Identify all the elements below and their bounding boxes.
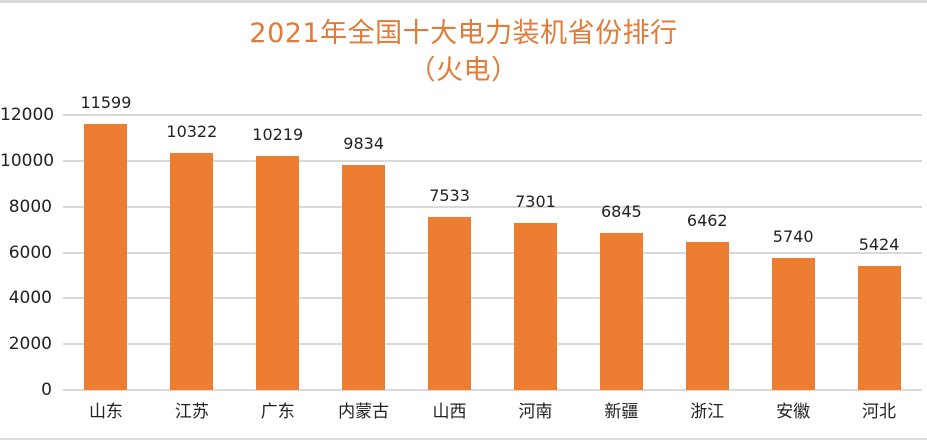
x-category-label: 广东 <box>260 402 295 422</box>
gridline <box>63 114 922 116</box>
data-label: 10322 <box>166 122 218 142</box>
y-tick-label: 4000 <box>8 288 52 309</box>
x-category-label: 内蒙古 <box>338 402 390 422</box>
y-tick-label: 12000 <box>0 105 55 125</box>
bar <box>84 124 128 390</box>
data-label: 5424 <box>858 234 900 254</box>
gridline <box>63 205 922 208</box>
bar <box>428 217 472 390</box>
data-label: 7533 <box>429 186 470 206</box>
chart-subtitle: （火电） <box>408 55 519 86</box>
data-label: 11599 <box>80 93 132 113</box>
y-tick-label: 6000 <box>8 242 52 263</box>
gridline <box>63 389 922 391</box>
data-label: 9834 <box>343 133 384 153</box>
gridline <box>63 343 922 346</box>
top-border <box>0 0 927 3</box>
bar <box>857 265 901 390</box>
x-category-label: 河南 <box>518 402 553 422</box>
bar <box>599 233 643 390</box>
y-tick-label: 8000 <box>8 196 52 217</box>
y-tick-label: 10000 <box>0 150 55 171</box>
x-category-label: 江苏 <box>174 402 209 422</box>
bar <box>170 153 214 390</box>
x-category-label: 山西 <box>432 402 467 422</box>
bar <box>513 222 557 390</box>
gridline <box>63 297 922 300</box>
bar <box>342 164 386 390</box>
gridline <box>63 251 922 254</box>
y-tick-label: 0 <box>41 380 52 400</box>
x-category-label: 安徽 <box>776 402 811 422</box>
x-category-label: 山东 <box>88 402 123 422</box>
bar <box>771 258 815 390</box>
bottom-border <box>0 438 927 440</box>
x-category-label: 新疆 <box>604 402 639 422</box>
data-label: 5740 <box>772 227 814 247</box>
bar <box>685 241 729 390</box>
gridline <box>63 159 922 162</box>
x-category-label: 河北 <box>862 402 897 422</box>
data-label: 10219 <box>252 124 304 144</box>
bar <box>256 155 300 390</box>
data-label: 6845 <box>600 202 642 222</box>
x-category-label: 浙江 <box>690 402 725 422</box>
data-label: 6462 <box>686 210 728 230</box>
y-tick-label: 2000 <box>8 334 52 355</box>
chart-title: 2021年全国十大电力装机省份排行 <box>249 18 678 49</box>
data-label: 7301 <box>515 191 556 211</box>
